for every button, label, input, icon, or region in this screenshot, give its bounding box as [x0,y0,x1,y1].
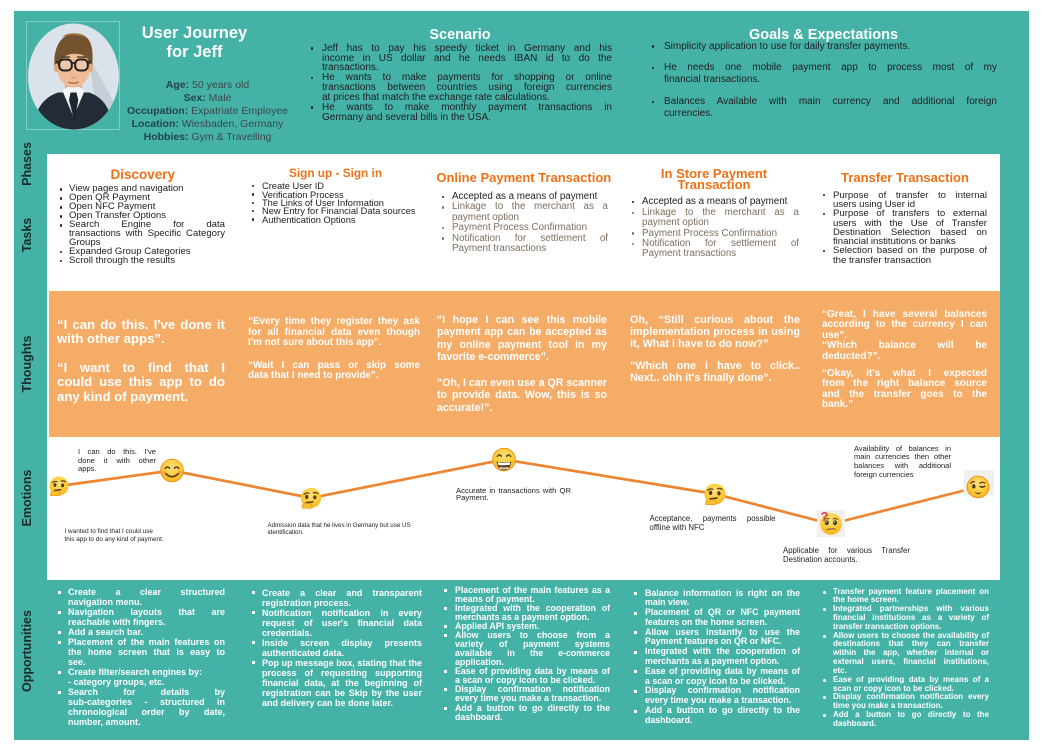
svg-text:?: ? [821,509,829,524]
